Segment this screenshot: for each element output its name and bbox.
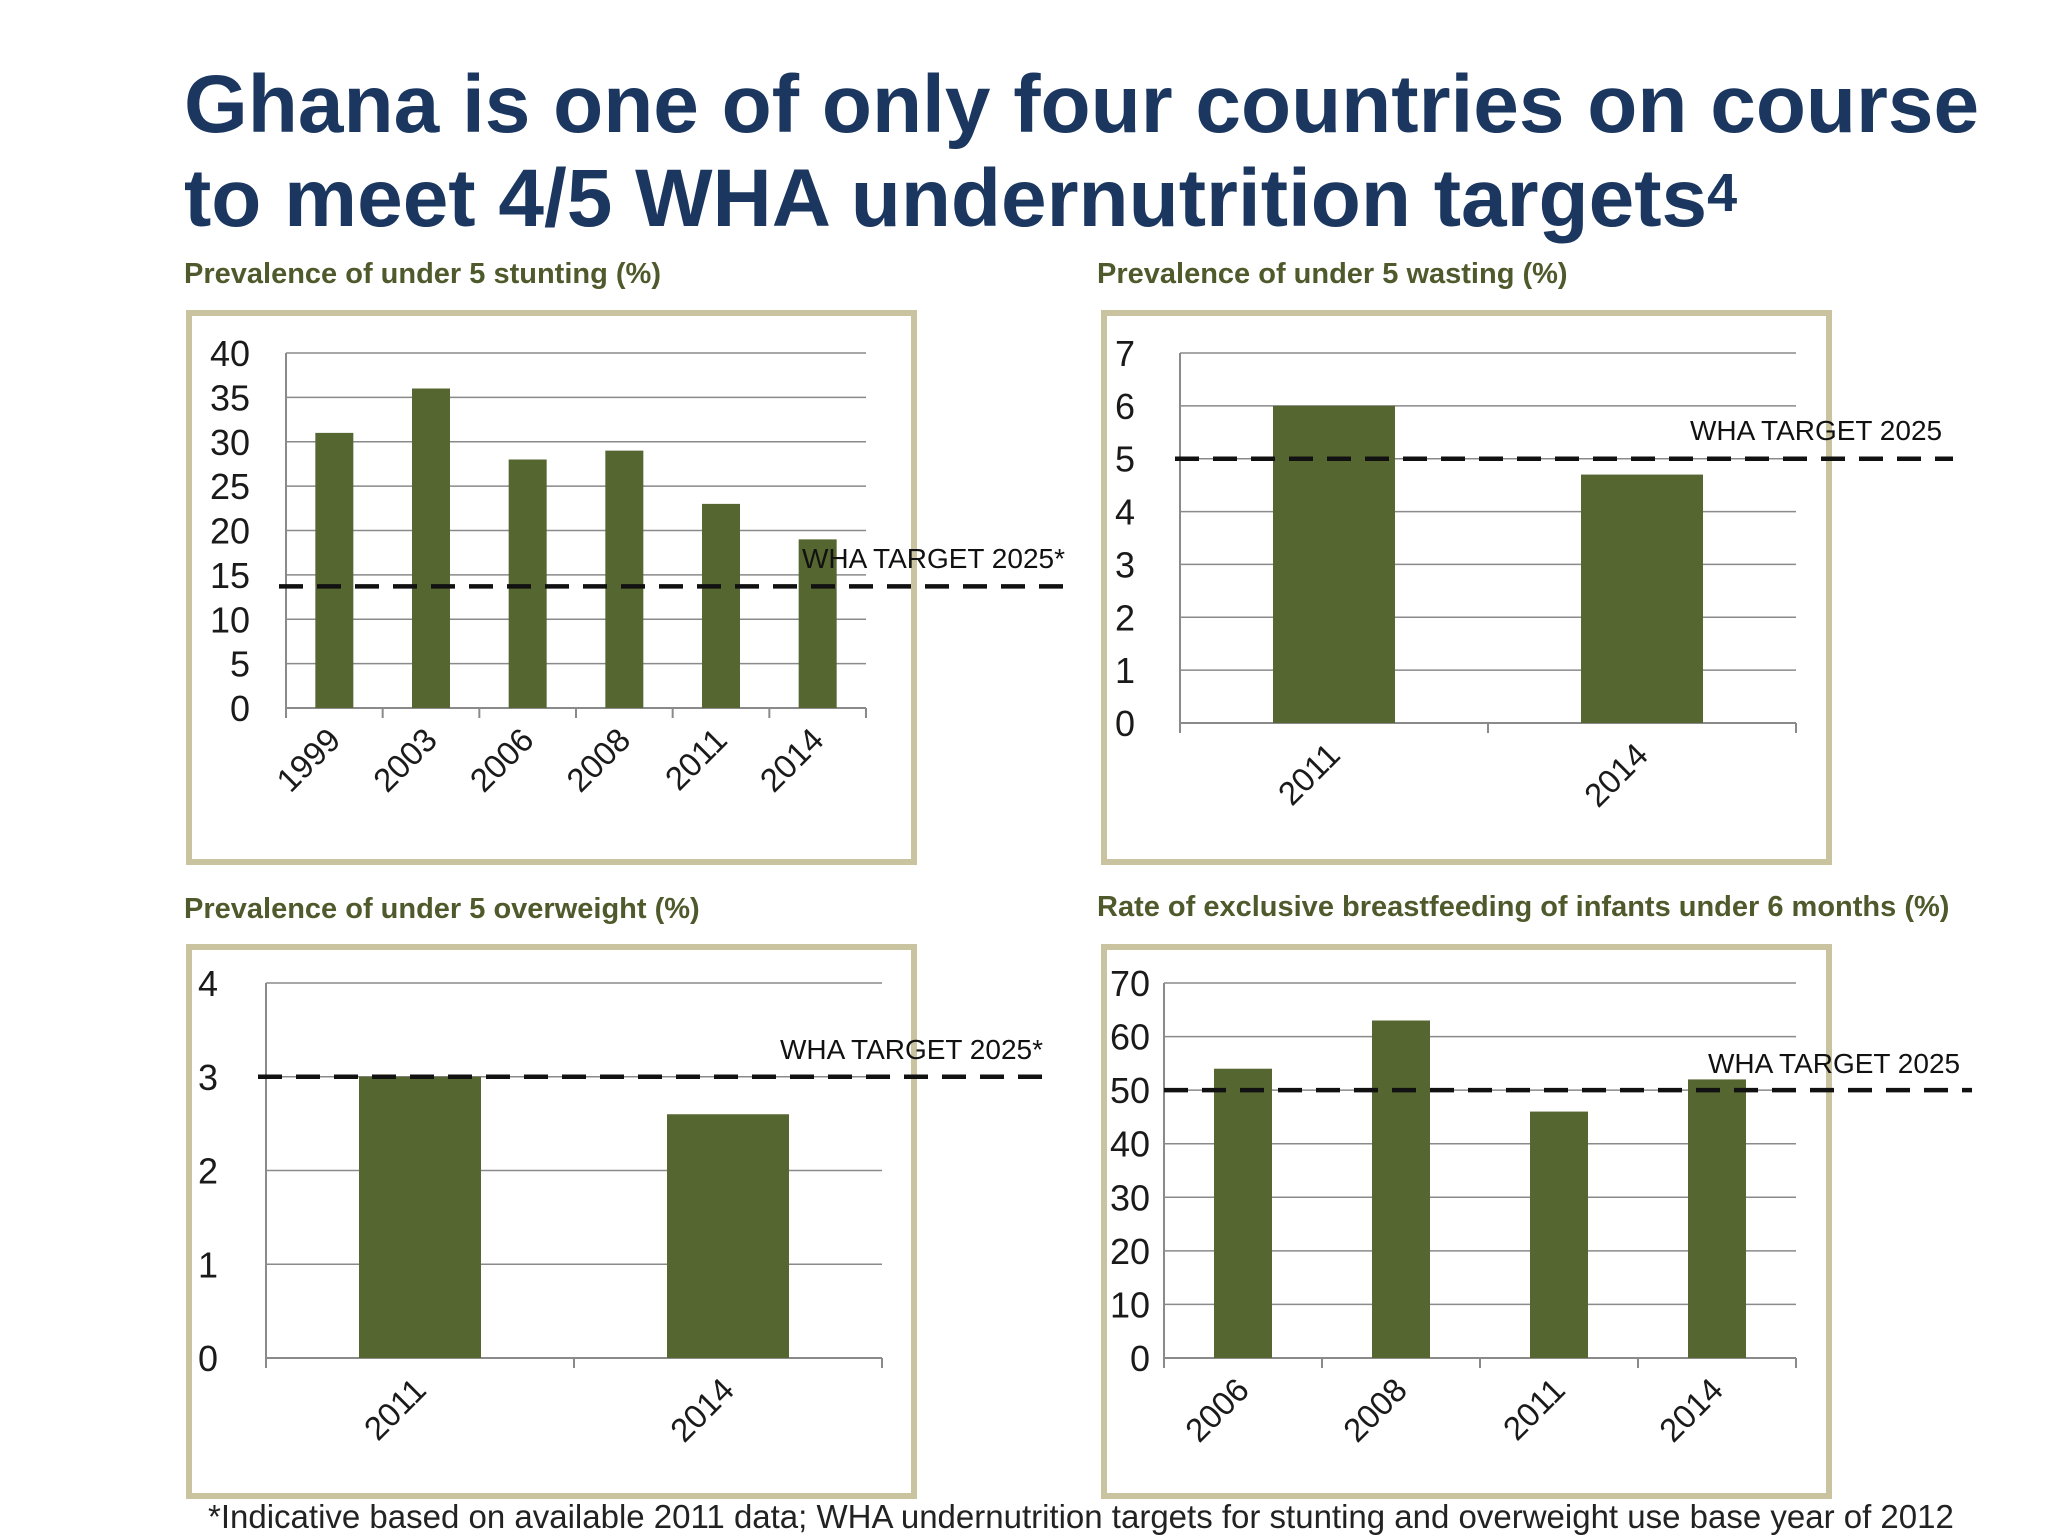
y-tick-label: 3 <box>198 1057 218 1098</box>
x-tick-label: 2008 <box>559 721 637 799</box>
y-tick-label: 60 <box>1110 1017 1150 1058</box>
y-tick-label: 2 <box>198 1151 218 1192</box>
chart-breastfeeding: 0 10 20 30 40 50 60 70 2006 2008 2011 2014 WHA TARGE… <box>1110 963 1972 1449</box>
page-title: Ghana is one of only four countries on c… <box>184 58 2014 246</box>
y-tick-label: 40 <box>210 333 250 374</box>
page-title-text: Ghana is one of only four countries on c… <box>184 59 1980 244</box>
x-tick-label: 2003 <box>366 721 444 799</box>
y-tick-label: 0 <box>198 1338 218 1379</box>
y-tick-label: 0 <box>230 688 250 729</box>
x-tick-label: 2014 <box>753 721 831 799</box>
bar-2008 <box>605 450 644 708</box>
y-tick-label: 5 <box>230 644 250 685</box>
x-tick-label: 2014 <box>1652 1371 1730 1449</box>
footnote: *Indicative based on available 2011 data… <box>208 1498 1954 1535</box>
y-tick-label: 30 <box>210 422 250 463</box>
target-label: WHA TARGET 2025 <box>1690 415 1942 446</box>
bar-2014 <box>667 1114 789 1358</box>
x-tick-label: 2011 <box>658 721 734 797</box>
x-tick-label: 2008 <box>1336 1371 1414 1449</box>
target-label: WHA TARGET 2025* <box>780 1034 1043 1065</box>
x-tick-label: 2011 <box>357 1371 433 1447</box>
y-tick-label: 20 <box>1110 1231 1150 1272</box>
y-tick-label: 1 <box>198 1244 218 1285</box>
y-tick-label: 3 <box>1115 544 1135 585</box>
y-tick-label: 2 <box>1115 597 1135 638</box>
bar-2014 <box>1688 1079 1746 1358</box>
chart-title-wasting: Prevalence of under 5 wasting (%) <box>1097 258 1568 290</box>
y-tick-label: 50 <box>1110 1070 1150 1111</box>
chart-title-stunting: Prevalence of under 5 stunting (%) <box>184 258 661 290</box>
x-tick-label: 2011 <box>1271 736 1347 812</box>
chart-overweight: 0 1 2 3 4 2011 2014 WHA TARGET 2025* <box>198 963 1043 1449</box>
bar-2014 <box>1581 474 1703 723</box>
y-tick-label: 7 <box>1115 333 1135 374</box>
y-tick-label: 10 <box>210 599 250 640</box>
chart-title-breastfeeding: Rate of exclusive breastfeeding of infan… <box>1097 891 1950 923</box>
x-tick-label: 2014 <box>663 1371 741 1449</box>
chart-title-overweight: Prevalence of under 5 overweight (%) <box>184 893 700 925</box>
bar-2008 <box>1372 1020 1430 1358</box>
y-tick-label: 30 <box>1110 1177 1150 1218</box>
bar-2011 <box>702 503 740 708</box>
bar-2006 <box>1214 1068 1272 1358</box>
x-tick-label: 1999 <box>269 721 347 799</box>
y-tick-label: 10 <box>1110 1284 1150 1325</box>
y-tick-label: 0 <box>1115 703 1135 744</box>
target-label: WHA TARGET 2025 <box>1708 1048 1960 1079</box>
chart-frame-overweight <box>186 944 917 1499</box>
y-tick-label: 15 <box>210 555 250 596</box>
x-tick-label: 2006 <box>463 721 541 799</box>
bar-2003 <box>412 388 450 708</box>
bar-2011 <box>1530 1111 1588 1358</box>
x-tick-label: 2006 <box>1178 1371 1256 1449</box>
chart-frame-wasting <box>1101 310 1832 865</box>
target-label: WHA TARGET 2025* <box>802 543 1065 574</box>
y-tick-label: 70 <box>1110 963 1150 1004</box>
title-footnote-marker: 4 <box>1707 163 1738 223</box>
bar-1999 <box>315 432 354 708</box>
y-tick-label: 5 <box>1115 439 1135 480</box>
bar-2014 <box>798 539 837 708</box>
y-tick-label: 35 <box>210 377 250 418</box>
y-tick-label: 4 <box>1115 492 1135 533</box>
chart-wasting: 0 1 2 3 4 5 6 7 2011 2014 WHA TARGET 2025 <box>1115 333 1953 814</box>
y-tick-label: 20 <box>210 511 250 552</box>
y-tick-label: 4 <box>198 963 218 1004</box>
y-tick-label: 40 <box>1110 1124 1150 1165</box>
bar-2011 <box>1273 405 1395 723</box>
y-tick-label: 0 <box>1130 1338 1150 1379</box>
y-tick-label: 25 <box>210 466 250 507</box>
x-tick-label: 2014 <box>1577 736 1655 814</box>
y-tick-label: 1 <box>1115 650 1135 691</box>
bar-2011 <box>359 1076 481 1358</box>
x-tick-label: 2011 <box>1496 1371 1572 1447</box>
y-tick-label: 6 <box>1115 386 1135 427</box>
bar-2006 <box>508 459 547 708</box>
